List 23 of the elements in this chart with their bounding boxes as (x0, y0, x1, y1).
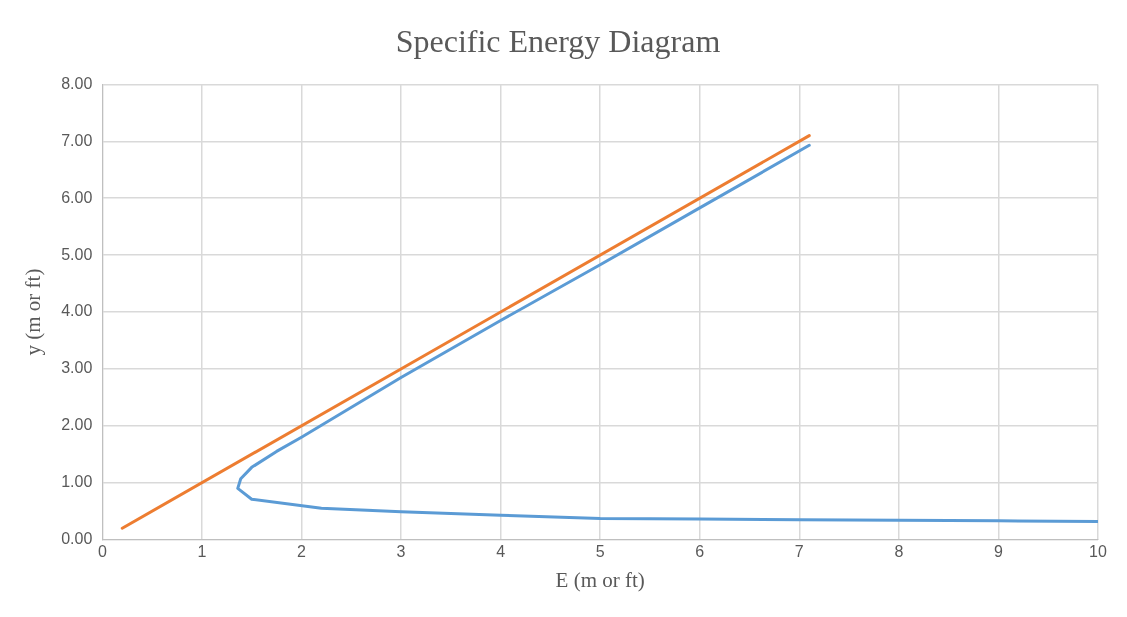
y-tick-label: 5.00 (61, 245, 93, 263)
x-tick-label: 3 (396, 542, 406, 560)
x-tick-label: 1 (197, 542, 207, 560)
x-tick-label: 7 (794, 542, 804, 560)
x-tick-label: 10 (1089, 542, 1107, 560)
y-tick-label: 6.00 (61, 188, 93, 206)
y-tick-label: 2.00 (61, 416, 93, 434)
y-tick-label: 8.00 (61, 74, 93, 92)
y-axis-title: y (m or ft) (21, 268, 46, 356)
y-tick-label: 4.00 (61, 302, 93, 320)
y-tick-label: 0.00 (61, 530, 93, 548)
x-tick-label: 2 (297, 542, 307, 560)
x-tick-label: 4 (496, 542, 506, 560)
y-tick-label: 1.00 (61, 473, 93, 491)
x-tick-label: 8 (894, 542, 904, 560)
x-tick-label: 6 (695, 542, 705, 560)
x-axis-title: E (m or ft) (555, 567, 645, 592)
chart-title: Specific Energy Diagram (395, 22, 721, 59)
x-tick-label: 9 (993, 542, 1003, 560)
x-tick-label: 5 (595, 542, 605, 560)
x-tick-label: 0 (97, 542, 107, 560)
y-tick-label: 7.00 (61, 131, 93, 149)
y-tick-label: 3.00 (61, 359, 93, 377)
